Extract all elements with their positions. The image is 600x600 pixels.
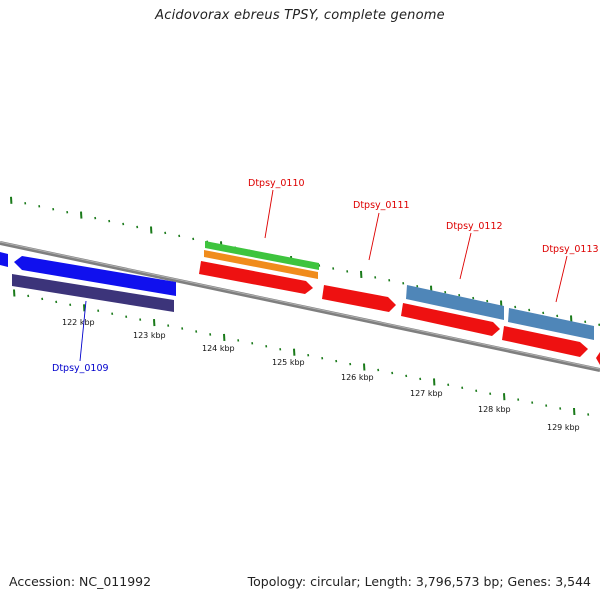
gene-label-dtpsy-0113[interactable]: Dtpsy_0113: [542, 244, 599, 255]
scale-label-122: 122 kbp: [62, 318, 95, 327]
cds-feature-dtpsy-0113[interactable]: [502, 326, 588, 357]
topology-text: Topology: circular; Length: 3,796,573 bp…: [247, 574, 591, 589]
gene-feature-dtpsy-0109[interactable]: [12, 274, 174, 312]
gene-feature-dtpsy-0112[interactable]: [406, 285, 504, 320]
scale-label-129: 129 kbp: [547, 423, 580, 432]
feature-track: [0, 241, 600, 365]
genome-backbone: [0, 241, 600, 372]
leader-line-dtpsy-0111: [368, 212, 380, 261]
misc-feature-orange[interactable]: [204, 250, 318, 279]
accession-text: Accession: NC_011992: [9, 574, 152, 589]
scale-label-127: 127 kbp: [410, 389, 443, 398]
leader-line-dtpsy-0110: [264, 189, 274, 239]
scale-label-124: 124 kbp: [202, 344, 235, 353]
map-title: Acidovorax ebreus TPSY, complete genome: [155, 8, 445, 23]
gene-feature-dtpsy-0113[interactable]: [508, 308, 594, 340]
scale-label-126: 126 kbp: [341, 373, 374, 382]
misc-feature-green[interactable]: [205, 241, 319, 270]
cds-feature-dtpsy-0112[interactable]: [401, 303, 500, 336]
cds-feature-partial[interactable]: [0, 252, 8, 267]
leader-line-dtpsy-0113: [555, 255, 568, 303]
scale-labels: 122 kbp 123 kbp 124 kbp 125 kbp 126 kbp …: [62, 318, 580, 432]
gene-labels: Dtpsy_0109 Dtpsy_0110 Dtpsy_0111 Dtpsy_0…: [52, 178, 599, 374]
cds-feature-dtpsy-0109[interactable]: [14, 256, 176, 296]
gene-label-dtpsy-0112[interactable]: Dtpsy_0112: [446, 221, 503, 232]
gene-label-dtpsy-0110[interactable]: Dtpsy_0110: [248, 178, 305, 189]
genome-backbone-highlight: [0, 241, 600, 370]
scale-label-125: 125 kbp: [272, 358, 305, 367]
leader-line-dtpsy-0112: [459, 232, 472, 280]
gene-label-dtpsy-0111[interactable]: Dtpsy_0111: [353, 200, 410, 211]
inner-tick-ring: [13, 289, 590, 416]
cds-feature-dtpsy-0111[interactable]: [322, 285, 396, 312]
leader-line-dtpsy-0109: [79, 300, 87, 362]
scale-label-128: 128 kbp: [478, 405, 511, 414]
scale-label-123: 123 kbp: [133, 331, 166, 340]
gene-label-dtpsy-0109[interactable]: Dtpsy_0109: [52, 363, 109, 374]
cds-feature-partial-right[interactable]: [596, 352, 600, 365]
cds-feature-dtpsy-0110[interactable]: [199, 261, 313, 294]
